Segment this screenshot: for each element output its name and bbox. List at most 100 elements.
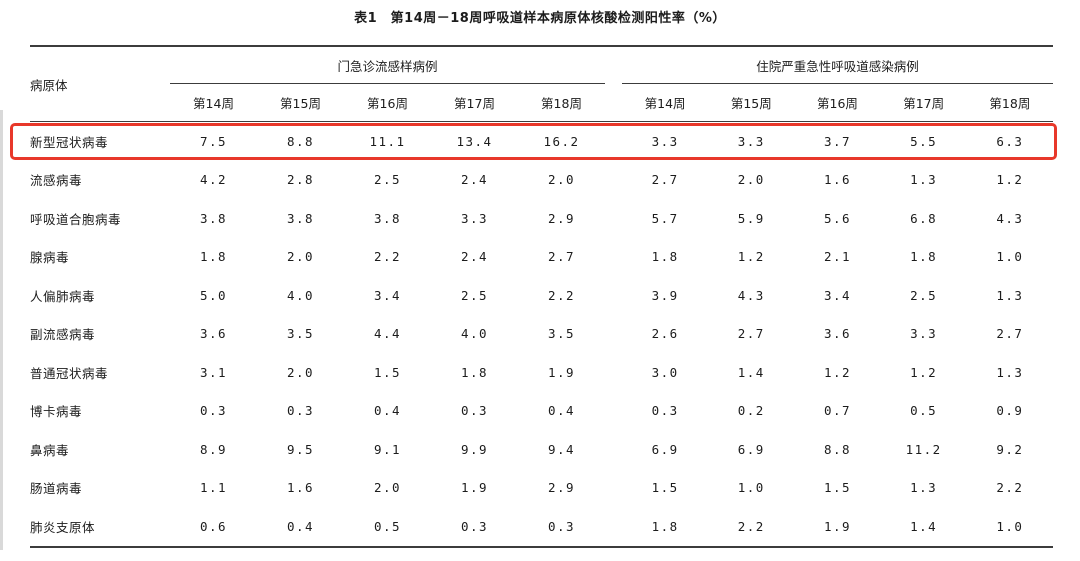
value-cell: 0.3	[199, 403, 228, 419]
value-cell: 2.6	[651, 326, 679, 342]
gap-cell	[605, 353, 622, 392]
value-cell: 8.8	[823, 441, 852, 457]
value-cell: 1.4	[737, 364, 765, 380]
value-cell: 0.7	[823, 403, 852, 419]
gap-cell	[605, 430, 622, 469]
table-row: 呼吸道合胞病毒 3.8 3.8 3.8 3.3 2.9 5.7 5.9 5.6 …	[30, 199, 1053, 238]
gap-cell	[605, 315, 622, 354]
week-header: 第15周	[708, 83, 795, 122]
pathogen-cell: 鼻病毒	[30, 442, 70, 458]
column-header-pathogen: 病原体	[30, 45, 170, 122]
pathogen-cell: 腺病毒	[30, 250, 70, 266]
gap-cell	[605, 238, 622, 277]
week-header: 第14周	[622, 83, 709, 122]
pathogen-cell: 新型冠状病毒	[30, 134, 109, 150]
value-cell: 1.2	[737, 249, 765, 265]
value-cell: 2.4	[460, 249, 489, 265]
value-cell: 9.1	[373, 441, 402, 457]
value-cell: 1.9	[794, 507, 881, 548]
value-cell: 3.6	[823, 326, 852, 342]
value-cell: 2.9	[547, 210, 576, 226]
value-cell: 0.5	[910, 403, 938, 419]
value-cell: 1.0	[966, 507, 1053, 548]
value-cell: 0.5	[344, 507, 431, 548]
value-cell: 0.4	[257, 507, 344, 548]
value-cell: 5.5	[910, 133, 938, 149]
week-header: 第17周	[431, 83, 518, 122]
value-cell: 2.5	[910, 287, 938, 303]
value-cell: 5.9	[737, 210, 765, 226]
pathogen-positivity-table: 病原体 门急诊流感样病例 住院严重急性呼吸道感染病例 第14周 第15周 第16…	[30, 45, 1053, 548]
value-cell: 3.5	[286, 326, 315, 342]
value-cell: 2.7	[996, 326, 1024, 342]
value-cell: 3.7	[823, 133, 852, 149]
value-cell: 2.7	[737, 326, 765, 342]
page-edge-shadow	[0, 110, 3, 550]
value-cell: 2.9	[547, 480, 576, 496]
gap-cell	[605, 507, 623, 548]
value-cell: 3.0	[651, 364, 679, 380]
table-row: 鼻病毒 8.9 9.5 9.1 9.9 9.4 6.9 6.9 8.8 11.2…	[30, 430, 1053, 469]
gap-cell	[605, 161, 622, 200]
group-header-outpatient-ili: 门急诊流感样病例	[170, 45, 606, 84]
table-row: 肺炎支原体 0.6 0.4 0.5 0.3 0.3 1.8 2.2 1.9 1.…	[30, 507, 1053, 548]
value-cell: 4.0	[460, 326, 489, 342]
table-row: 腺病毒 1.8 2.0 2.2 2.4 2.7 1.8 1.2 2.1 1.8 …	[30, 238, 1053, 277]
pathogen-cell: 呼吸道合胞病毒	[30, 211, 122, 227]
value-cell: 2.0	[373, 480, 402, 496]
value-cell: 0.3	[431, 507, 518, 548]
value-cell: 0.3	[460, 403, 489, 419]
table-row: 人偏肺病毒 5.0 4.0 3.4 2.5 2.2 3.9 4.3 3.4 2.…	[30, 276, 1053, 315]
value-cell: 6.8	[910, 210, 938, 226]
value-cell: 0.4	[547, 403, 576, 419]
value-cell: 1.9	[460, 480, 489, 496]
value-cell: 1.2	[910, 364, 938, 380]
value-cell: 3.6	[199, 326, 228, 342]
value-cell: 1.5	[373, 364, 402, 380]
value-cell: 3.4	[823, 287, 852, 303]
week-header: 第14周	[170, 83, 257, 122]
value-cell: 1.4	[880, 507, 967, 548]
value-cell: 16.2	[543, 133, 580, 149]
value-cell: 0.9	[996, 403, 1024, 419]
value-cell: 0.6	[170, 507, 257, 548]
value-cell: 2.5	[460, 287, 489, 303]
pathogen-cell: 流感病毒	[30, 173, 83, 189]
value-cell: 3.3	[910, 326, 938, 342]
week-header: 第16周	[344, 83, 431, 122]
value-cell: 9.9	[460, 441, 489, 457]
value-cell: 4.3	[996, 210, 1024, 226]
value-cell: 5.0	[199, 287, 228, 303]
value-cell: 1.0	[737, 480, 765, 496]
week-header: 第18周	[966, 83, 1053, 122]
value-cell: 4.3	[737, 287, 765, 303]
table-title: 表1 第14周－18周呼吸道样本病原体核酸检测阳性率（%）	[354, 11, 726, 26]
value-cell: 2.7	[651, 172, 679, 188]
table-row: 肠道病毒 1.1 1.6 2.0 1.9 2.9 1.5 1.0 1.5 1.3…	[30, 469, 1053, 508]
value-cell: 3.1	[199, 364, 228, 380]
value-cell: 3.3	[737, 133, 765, 149]
value-cell: 1.0	[996, 249, 1024, 265]
week-header: 第18周	[518, 83, 606, 122]
value-cell: 1.8	[622, 507, 709, 548]
pathogen-cell: 肠道病毒	[30, 481, 83, 497]
value-cell: 1.9	[547, 364, 576, 380]
value-cell: 1.5	[651, 480, 679, 496]
pathogen-cell: 肺炎支原体	[30, 507, 170, 548]
value-cell: 2.2	[373, 249, 402, 265]
table-row: 流感病毒 4.2 2.8 2.5 2.4 2.0 2.7 2.0 1.6 1.3…	[30, 161, 1053, 200]
gap-cell	[605, 276, 622, 315]
value-cell: 0.4	[373, 403, 402, 419]
value-cell: 1.3	[910, 172, 938, 188]
value-cell: 4.4	[373, 326, 402, 342]
value-cell: 6.9	[651, 441, 679, 457]
value-cell: 8.9	[199, 441, 228, 457]
value-cell: 7.5	[199, 133, 228, 149]
pathogen-cell: 博卡病毒	[30, 404, 83, 420]
value-cell: 2.4	[460, 172, 489, 188]
value-cell: 8.8	[286, 133, 315, 149]
value-cell: 2.2	[547, 287, 576, 303]
value-cell: 9.2	[996, 441, 1024, 457]
value-cell: 5.6	[823, 210, 852, 226]
